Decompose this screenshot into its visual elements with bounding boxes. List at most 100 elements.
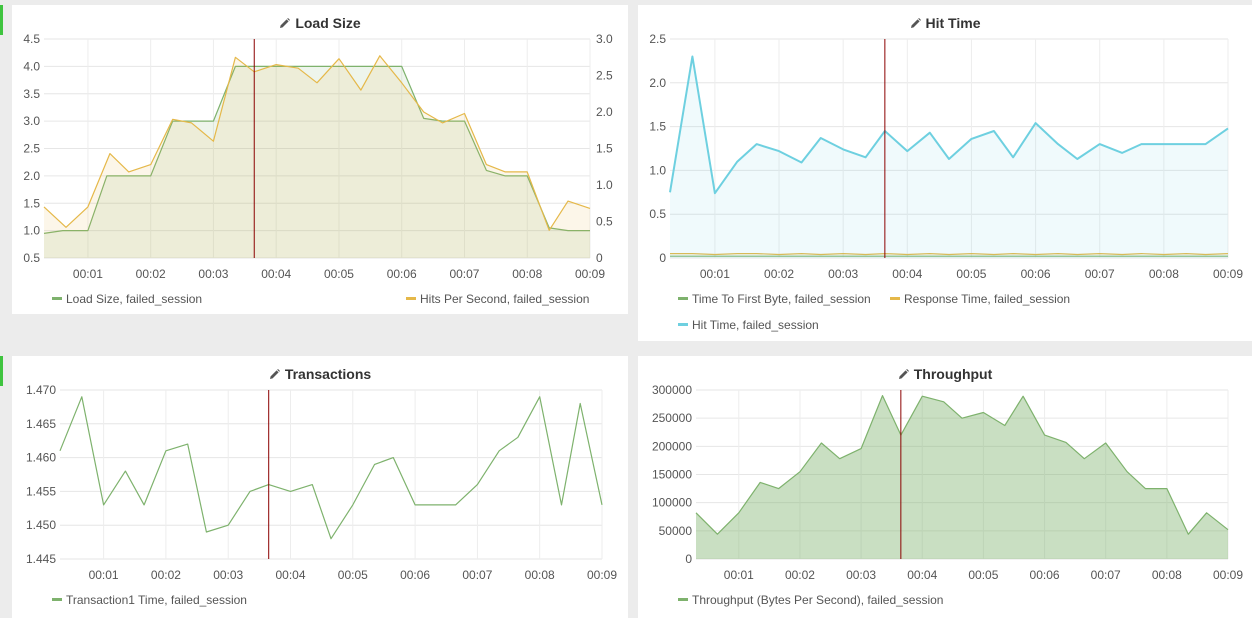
x-tick-label: 00:02: [785, 568, 815, 582]
y-tick-label: 1.5: [649, 120, 666, 134]
x-tick-label: 00:08: [525, 568, 555, 582]
y-tick-label: 0: [659, 251, 666, 265]
x-tick-label: 00:02: [764, 267, 794, 281]
legend-swatch: [678, 323, 688, 327]
series-line: [695, 395, 1229, 535]
legend-item[interactable]: Hits Per Second, failed_session: [406, 292, 589, 306]
x-tick-label: 00:07: [1085, 267, 1115, 281]
y2-tick-label: 3.0: [596, 32, 613, 46]
legend-label: Hits Per Second, failed_session: [420, 292, 590, 306]
x-tick-label: 00:05: [968, 568, 998, 582]
row-marker-top: [0, 5, 3, 35]
x-tick-label: 00:08: [512, 267, 542, 281]
y-tick-label: 2.0: [649, 76, 666, 90]
x-tick-label: 00:07: [449, 267, 479, 281]
x-tick-label: 00:09: [587, 568, 617, 582]
x-tick-label: 00:06: [387, 267, 417, 281]
series-area: [44, 55, 590, 258]
x-tick-label: 00:08: [1149, 267, 1179, 281]
y-tick-label: 300000: [652, 383, 692, 397]
y-tick-label: 1.5: [23, 196, 40, 210]
legend-swatch: [406, 297, 416, 301]
y-tick-label: 1.0: [23, 224, 40, 238]
y2-tick-label: 0: [596, 251, 603, 265]
panel-title[interactable]: Load Size: [12, 15, 628, 32]
pencil-icon: [279, 16, 291, 32]
legend-swatch: [890, 297, 900, 301]
x-tick-label: 00:02: [136, 267, 166, 281]
panel-title[interactable]: Transactions: [12, 366, 628, 383]
y-tick-label: 1.0: [649, 163, 666, 177]
series-line: [43, 65, 590, 234]
y-tick-label: 1.470: [26, 383, 56, 397]
legend-swatch: [678, 598, 688, 602]
legend-item[interactable]: Transaction1 Time, failed_session: [52, 593, 247, 607]
y-tick-label: 100000: [652, 496, 692, 510]
y2-tick-label: 1.0: [596, 178, 613, 192]
x-tick-label: 00:03: [198, 267, 228, 281]
series-area: [670, 56, 1228, 258]
legend-item[interactable]: Load Size, failed_session: [52, 292, 202, 306]
x-tick-label: 00:01: [700, 267, 730, 281]
y-tick-label: 2.0: [23, 169, 40, 183]
panel-throughput: Throughput 0 50000 100000 150000 200000 25000…: [638, 356, 1252, 618]
series-line: [43, 55, 591, 231]
y-tick-label: 4.0: [23, 59, 40, 73]
y-tick-label: 150000: [652, 468, 692, 482]
x-tick-label: 00:05: [324, 267, 354, 281]
series-line: [59, 396, 603, 540]
panel-title-text: Transactions: [284, 366, 372, 382]
x-tick-label: 00:01: [724, 568, 754, 582]
x-tick-label: 00:07: [1091, 568, 1121, 582]
hit-time-chart[interactable]: 0 0.5 1.0 1.5 2.0 2.5 00:01 00:02 00:03 00:04 00:0…: [638, 5, 1252, 341]
x-tick-label: 00:08: [1152, 568, 1182, 582]
x-tick-label: 00:04: [907, 568, 937, 582]
x-tick-label: 00:09: [1213, 267, 1243, 281]
x-tick-label: 00:03: [846, 568, 876, 582]
legend-item[interactable]: Hit Time, failed_session: [678, 318, 819, 332]
y2-tick-label: 2.0: [596, 105, 613, 119]
panel-title-text: Load Size: [295, 15, 361, 31]
x-tick-label: 00:01: [89, 568, 119, 582]
legend-item[interactable]: Time To First Byte, failed_session: [678, 292, 871, 306]
legend-label: Load Size, failed_session: [66, 292, 203, 306]
x-tick-label: 00:05: [338, 568, 368, 582]
x-tick-label: 00:04: [275, 568, 305, 582]
throughput-chart[interactable]: 0 50000 100000 150000 200000 250000 300000 00:0…: [638, 356, 1252, 618]
y-tick-label: 1.465: [26, 417, 56, 431]
y-tick-label: 0: [685, 552, 692, 566]
panel-load-size: Load Size 0.5 1.0 1.5 2.0 2.5 3.0 3.5 4.0 4.5 0 0.…: [12, 5, 628, 314]
series-line: [669, 55, 1229, 195]
y-tick-label: 1.455: [26, 484, 56, 498]
series-area: [44, 66, 590, 259]
panel-title-text: Throughput: [913, 366, 993, 382]
legend-item[interactable]: Response Time, failed_session: [890, 292, 1070, 306]
x-tick-label: 00:01: [73, 267, 103, 281]
load-size-chart[interactable]: 0.5 1.0 1.5 2.0 2.5 3.0 3.5 4.0 4.5 0 0.5 1.0 1.5 2.0…: [12, 5, 628, 314]
panel-title[interactable]: Hit Time: [638, 15, 1252, 32]
x-tick-label: 00:07: [462, 568, 492, 582]
y-tick-label: 200000: [652, 439, 692, 453]
transactions-chart[interactable]: 1.445 1.450 1.455 1.460 1.465 1.470 00:01 00:02…: [12, 356, 628, 618]
legend-item[interactable]: Throughput (Bytes Per Second), failed_se…: [678, 593, 943, 607]
y-tick-label: 0.5: [649, 207, 666, 221]
x-tick-label: 00:09: [575, 267, 605, 281]
legend-label: Hit Time, failed_session: [692, 318, 819, 332]
y-tick-label: 2.5: [23, 142, 40, 156]
x-tick-label: 00:09: [1213, 568, 1243, 582]
pencil-icon: [898, 367, 909, 383]
pencil-icon: [910, 16, 921, 32]
legend-label: Time To First Byte, failed_session: [692, 292, 871, 306]
y2-tick-label: 0.5: [596, 215, 613, 229]
legend-swatch: [52, 598, 62, 602]
y-tick-label: 3.0: [23, 114, 40, 128]
legend-label: Response Time, failed_session: [904, 292, 1071, 306]
panel-title[interactable]: Throughput: [638, 366, 1252, 383]
y2-tick-label: 1.5: [596, 142, 613, 156]
x-tick-label: 00:06: [1021, 267, 1051, 281]
x-tick-label: 00:06: [1030, 568, 1060, 582]
y-tick-label: 1.450: [26, 518, 56, 532]
series-line: [670, 253, 1229, 256]
x-tick-label: 00:04: [892, 267, 922, 281]
y-tick-label: 1.460: [26, 451, 56, 465]
